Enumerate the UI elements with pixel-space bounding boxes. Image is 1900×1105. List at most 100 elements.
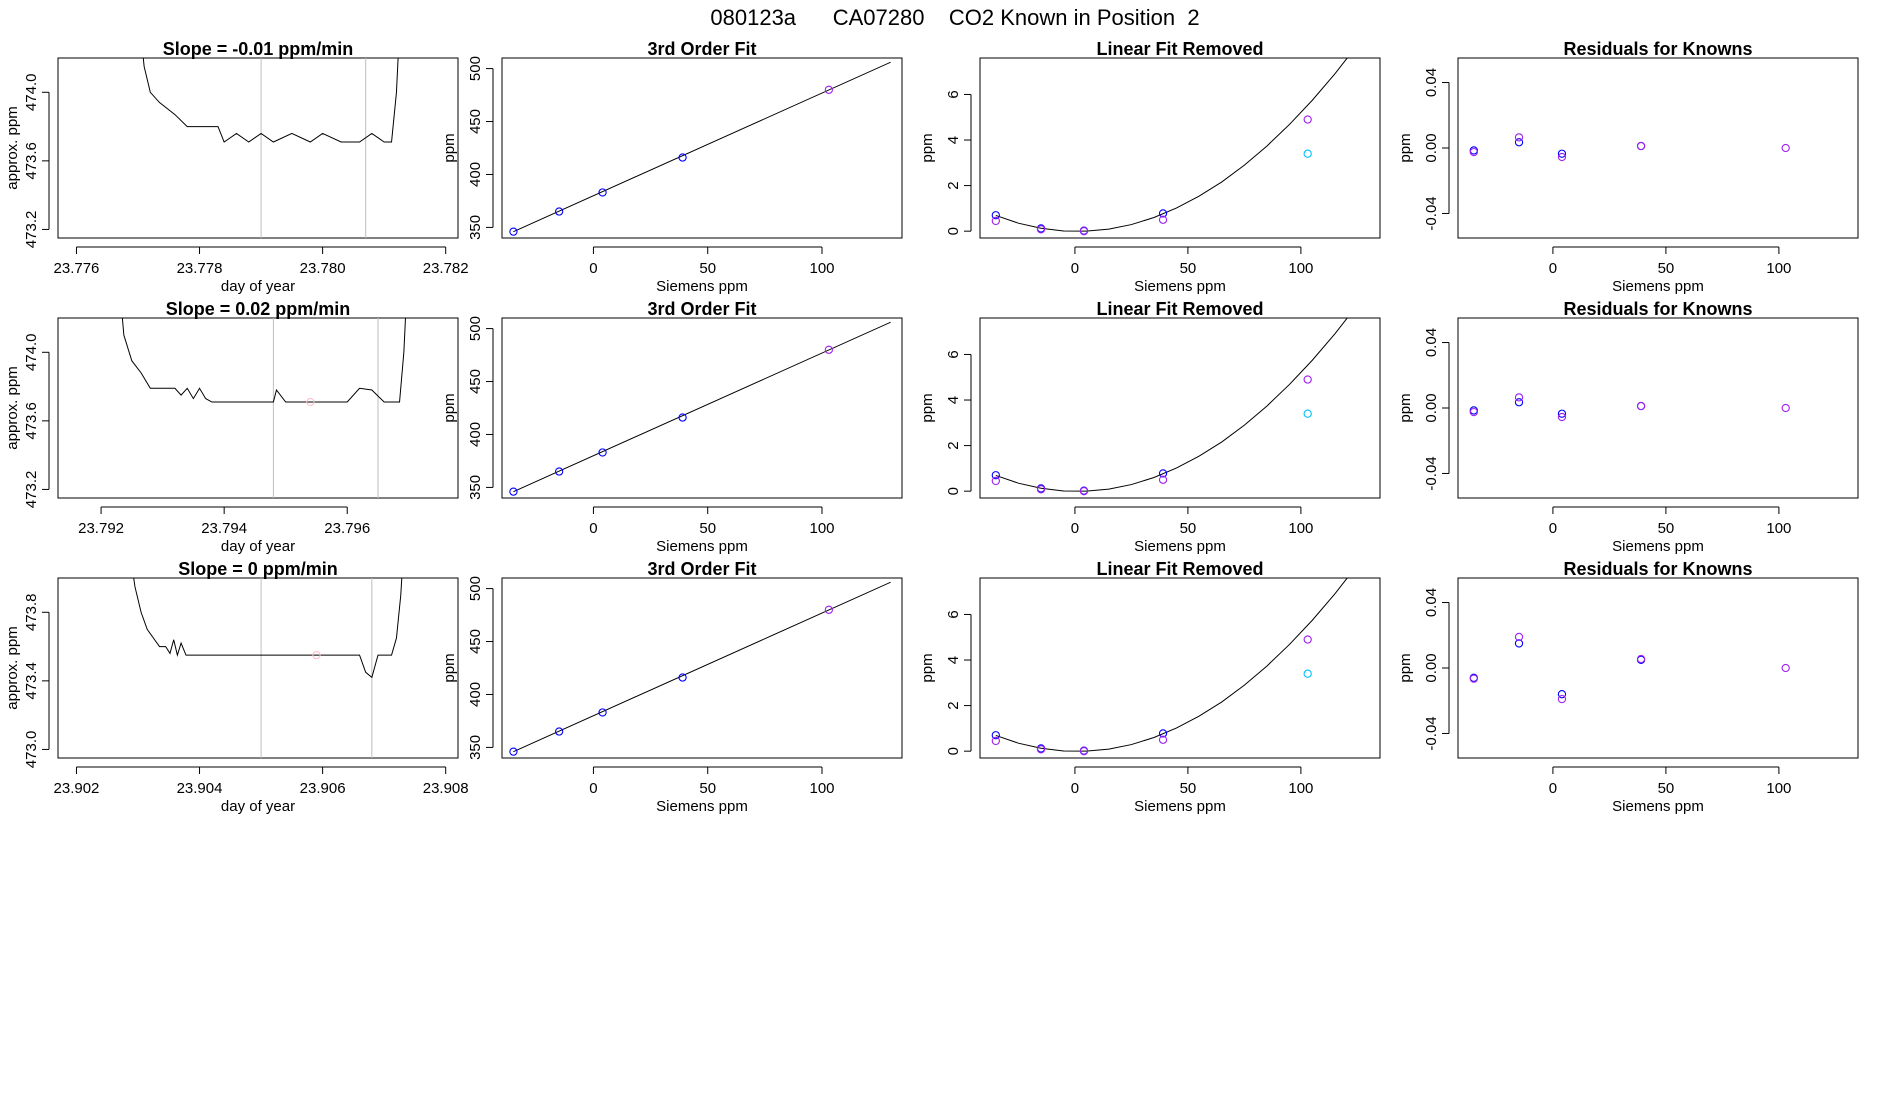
y-axis-label: ppm bbox=[1397, 653, 1414, 682]
y-tick-label: 450 bbox=[467, 629, 484, 654]
y-tick-label: 500 bbox=[467, 56, 484, 81]
data-point bbox=[1158, 475, 1168, 484]
y-axis-label: ppm bbox=[919, 393, 936, 422]
data-point bbox=[1303, 115, 1312, 124]
data-point bbox=[1781, 663, 1790, 673]
data-point bbox=[1557, 690, 1567, 699]
x-tick-label: 50 bbox=[699, 520, 716, 537]
data-point bbox=[991, 471, 1000, 480]
y-tick-label: 0.00 bbox=[1423, 653, 1440, 682]
x-tick-label: 23.780 bbox=[300, 260, 346, 277]
data-point bbox=[1557, 152, 1567, 162]
series-line bbox=[995, 318, 1348, 492]
plot-data bbox=[991, 578, 1348, 756]
plot-frame bbox=[979, 577, 1381, 759]
data-point bbox=[824, 85, 834, 94]
data-point bbox=[1514, 632, 1524, 642]
x-tick-label: 0 bbox=[1071, 260, 1079, 277]
data-point bbox=[1469, 407, 1478, 417]
data-point bbox=[1557, 412, 1567, 422]
x-tick-label: 23.796 bbox=[324, 520, 370, 537]
y-tick-label: 4 bbox=[945, 396, 962, 404]
data-point bbox=[1036, 745, 1046, 754]
y-tick-label: 2 bbox=[945, 701, 962, 709]
data-point bbox=[1781, 143, 1790, 153]
data-point bbox=[1303, 409, 1312, 418]
data-point bbox=[991, 731, 1000, 740]
data-point bbox=[1158, 469, 1168, 478]
y-tick-label: 0.04 bbox=[1423, 588, 1440, 617]
x-tick-label: 0 bbox=[1071, 520, 1079, 537]
data-point bbox=[1514, 398, 1524, 407]
panel-title: Residuals for Knowns bbox=[1563, 299, 1752, 319]
x-tick-label: 23.782 bbox=[423, 260, 469, 277]
data-point bbox=[509, 487, 518, 496]
x-tick-label: 0 bbox=[1071, 780, 1079, 797]
data-point bbox=[991, 211, 1000, 220]
data-point bbox=[1557, 694, 1567, 704]
y-tick-label: 0.04 bbox=[1423, 68, 1440, 97]
page-title: 080123a CA07280 CO2 Known in Position 2 bbox=[710, 5, 1199, 30]
data-point bbox=[306, 397, 315, 407]
plot-frame bbox=[1457, 317, 1859, 499]
y-tick-label: 473.6 bbox=[23, 402, 40, 440]
y-axis-label: ppm bbox=[1397, 133, 1414, 162]
plot-data bbox=[133, 578, 403, 758]
plot-frame bbox=[57, 577, 459, 759]
x-tick-label: 23.794 bbox=[201, 520, 247, 537]
data-point bbox=[1636, 401, 1646, 411]
data-point bbox=[1158, 729, 1168, 738]
panel-title: Linear Fit Removed bbox=[1096, 559, 1263, 579]
x-tick-label: 23.778 bbox=[177, 260, 223, 277]
y-tick-label: 0.00 bbox=[1423, 133, 1440, 162]
x-axis-label: Siemens ppm bbox=[1612, 798, 1704, 815]
panel-title: Slope = -0.01 ppm/min bbox=[163, 39, 354, 59]
x-tick-label: 100 bbox=[1288, 780, 1313, 797]
panel: 0 50 100 Siemens ppm -0.04 0.00 0.04 ppm Residua… bbox=[1397, 299, 1859, 555]
x-tick-label: 0 bbox=[589, 780, 597, 797]
y-tick-label: 500 bbox=[467, 576, 484, 601]
panel-title: Residuals for Knowns bbox=[1563, 559, 1752, 579]
plot-frame bbox=[1457, 57, 1859, 239]
series-line bbox=[121, 318, 406, 403]
series-line bbox=[513, 61, 891, 233]
y-tick-label: -0.04 bbox=[1423, 196, 1440, 230]
data-point bbox=[1514, 393, 1524, 402]
panel-title: Slope = 0 ppm/min bbox=[178, 559, 338, 579]
data-point bbox=[598, 188, 607, 197]
y-tick-label: 450 bbox=[467, 369, 484, 394]
y-tick-label: 0 bbox=[945, 227, 962, 235]
plot-frame bbox=[501, 577, 903, 759]
y-tick-label: 474.0 bbox=[23, 74, 40, 112]
y-tick-label: 4 bbox=[945, 136, 962, 144]
data-point bbox=[991, 476, 1000, 486]
data-point bbox=[1158, 735, 1168, 744]
data-point bbox=[1469, 146, 1478, 155]
x-tick-label: 100 bbox=[809, 780, 834, 797]
y-tick-label: 473.2 bbox=[23, 211, 40, 249]
data-point bbox=[1303, 669, 1312, 678]
data-point bbox=[1303, 375, 1312, 384]
x-tick-label: 23.776 bbox=[54, 260, 100, 277]
y-axis-label: approx. ppm bbox=[4, 366, 21, 449]
x-tick-label: 50 bbox=[699, 260, 716, 277]
x-axis-label: day of year bbox=[221, 798, 295, 815]
plot-data bbox=[142, 58, 399, 238]
y-tick-label: 2 bbox=[945, 181, 962, 189]
y-tick-label: 400 bbox=[467, 422, 484, 447]
x-tick-label: 50 bbox=[699, 780, 716, 797]
data-point bbox=[554, 467, 564, 476]
y-tick-label: 350 bbox=[467, 735, 484, 760]
panel-title: Residuals for Knowns bbox=[1563, 39, 1752, 59]
y-tick-label: -0.04 bbox=[1423, 716, 1440, 750]
x-axis-label: Siemens ppm bbox=[656, 538, 748, 555]
x-axis-label: Siemens ppm bbox=[1612, 538, 1704, 555]
data-point bbox=[1636, 654, 1646, 664]
y-axis-label: approx. ppm bbox=[4, 106, 21, 189]
series-line bbox=[142, 58, 399, 143]
x-tick-label: 0 bbox=[589, 260, 597, 277]
panel: 23.902 23.904 23.906 23.908 day of year 473.0… bbox=[4, 559, 469, 815]
series-line bbox=[513, 321, 891, 493]
y-tick-label: 450 bbox=[467, 109, 484, 134]
